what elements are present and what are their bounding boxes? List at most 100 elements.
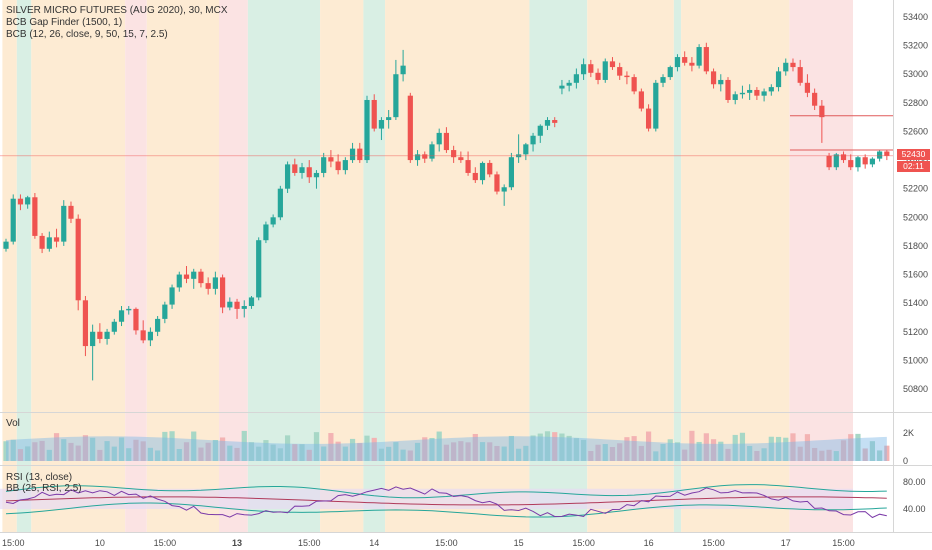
volume-bar (609, 447, 616, 461)
volume-bar (104, 441, 110, 461)
zone-11 (587, 0, 674, 412)
candle-body (451, 150, 457, 158)
y-tick-label: 53200 (903, 41, 928, 51)
y-tick-label: 53000 (903, 69, 928, 79)
candle-body (862, 157, 868, 165)
volume-bar (39, 440, 45, 461)
volume-bar (696, 441, 702, 461)
y-tick-label: 52000 (903, 212, 928, 222)
volume-bar (848, 434, 854, 461)
y-tick-label: 51000 (903, 355, 928, 365)
volume-bar (68, 442, 74, 461)
volume-bar (126, 448, 132, 461)
candle-body (660, 77, 666, 83)
volume-bar (162, 431, 168, 461)
candle-body (220, 277, 226, 308)
volume-bar (17, 449, 24, 461)
candle-body (191, 271, 197, 279)
x-tick-label: 17 (781, 538, 791, 548)
candle-body (364, 99, 370, 161)
volume-bar (812, 447, 818, 461)
candle-body (393, 74, 399, 118)
candle-body (386, 117, 392, 121)
axes: 53400 53200 53000 52800 52600 52400 52200 52000… (2, 12, 928, 548)
bb-legend: BB (25, RSI, 2.5) (6, 483, 82, 494)
volume-bar (653, 451, 659, 461)
candle-body (378, 120, 385, 129)
candle-body (328, 157, 334, 162)
x-tick-label: 15:00 (2, 538, 25, 548)
volume-bar (552, 432, 558, 461)
candle-body (609, 61, 616, 68)
volume-bar (183, 442, 190, 461)
zone-12 (673, 413, 682, 465)
candle-body (631, 77, 637, 92)
candle-body (472, 172, 478, 181)
x-tick-label: 15:00 (832, 538, 855, 548)
candle-body (104, 331, 110, 339)
candle-body (710, 71, 717, 85)
volume-bar (357, 443, 363, 461)
candle-body (292, 164, 298, 173)
candle-body (53, 237, 60, 242)
volume-bar (797, 446, 803, 461)
volume-bar (414, 442, 421, 461)
rsi-tick-label: 80.00 (903, 477, 926, 487)
volume-bar (256, 446, 262, 461)
volume-bar (212, 439, 218, 461)
candle-body (595, 72, 601, 80)
candle-body (313, 172, 320, 178)
indicator-gap-finder: BCB Gap Finder (1500, 1) (6, 17, 123, 28)
x-tick-label: 13 (232, 538, 242, 548)
y-tick-label: 52200 (903, 184, 928, 194)
candle-body (75, 218, 81, 301)
candle-body (588, 64, 594, 73)
volume-legend: Vol (6, 418, 20, 429)
volume-bar (826, 449, 832, 461)
zone-14 (789, 0, 853, 412)
volume-bar (783, 437, 789, 461)
candle-body (39, 235, 45, 249)
candle-body (638, 91, 644, 109)
grid-lines (0, 0, 932, 533)
volume-bar (855, 433, 861, 461)
y-tick-label: 51400 (903, 298, 928, 308)
candle-body (487, 162, 493, 175)
volume-bar (436, 431, 442, 461)
volume-bar (378, 448, 385, 461)
volume-bar (877, 450, 883, 461)
volume-bar (313, 432, 320, 461)
volume-bar (602, 444, 608, 461)
x-tick-label: 15:00 (298, 538, 321, 548)
candle-body (414, 154, 421, 161)
zone-6 (247, 0, 321, 412)
volume-bar (869, 441, 875, 461)
volume-bar (32, 442, 38, 461)
volume-bar (111, 446, 117, 461)
volume-bar (220, 437, 226, 461)
volume-bar (299, 444, 305, 461)
volume-bar (862, 448, 868, 461)
volume-bar (631, 436, 637, 461)
candle-body (812, 92, 818, 106)
candle-body (581, 64, 587, 75)
candle-body (674, 57, 681, 68)
volume-bar (400, 449, 406, 461)
volume-bar (523, 445, 529, 461)
volume-bar (429, 437, 435, 461)
candle-body (277, 188, 283, 218)
volume-bar (718, 441, 724, 461)
candle-body (82, 300, 89, 347)
candle-body (342, 160, 348, 171)
volume-bar (241, 430, 247, 461)
candle-body (530, 135, 536, 145)
candle-body (10, 198, 16, 242)
candle-body (869, 158, 875, 165)
volume-bar (732, 434, 738, 461)
candle-body (667, 67, 673, 78)
candle-body (147, 331, 153, 341)
zone-11 (587, 413, 674, 465)
zone-8 (363, 0, 386, 412)
candle-body (436, 132, 442, 145)
